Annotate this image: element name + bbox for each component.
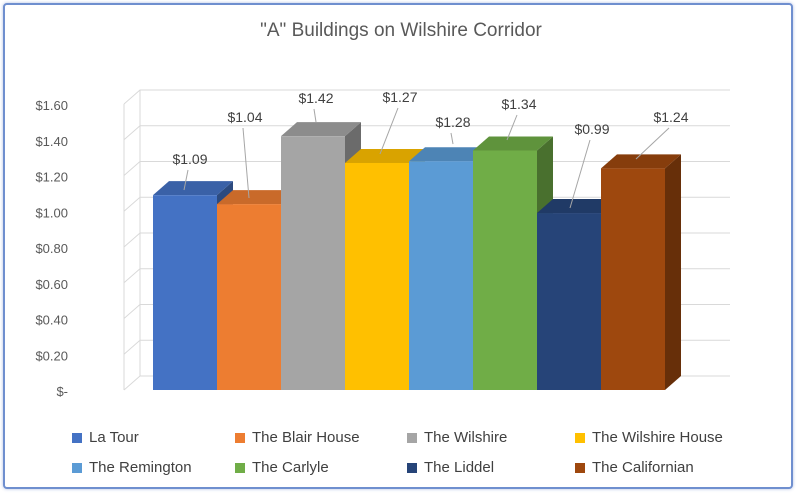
y-tick-label: $0.80 — [35, 241, 68, 256]
leader-line — [243, 128, 249, 198]
chart-title: "A" Buildings on Wilshire Corridor — [260, 20, 542, 41]
bar-side — [665, 154, 681, 390]
data-label: $1.04 — [227, 109, 262, 125]
y-axis-ticks: $- $0.20 $0.40 $0.60 $0.80 $1.00 $1.20 $1.40 $1.… — [35, 98, 68, 399]
data-label: $1.28 — [435, 114, 470, 130]
bar-front — [473, 150, 537, 390]
y-tick-label: $1.40 — [35, 134, 68, 149]
bar-front — [217, 204, 281, 390]
gridline — [124, 126, 730, 140]
data-label: $1.09 — [172, 151, 207, 167]
bar-front — [537, 213, 601, 390]
bar — [601, 154, 681, 390]
bar-front — [153, 195, 217, 390]
y-tick-label: $- — [56, 384, 68, 399]
gridline — [124, 90, 730, 104]
data-label: $0.99 — [574, 121, 609, 137]
y-tick-label: $0.20 — [35, 348, 68, 363]
bar-chart: "A" Buildings on Wilshire Corridor $- $0.… — [0, 0, 800, 496]
bar-front — [409, 161, 473, 390]
y-tick-label: $0.40 — [35, 313, 68, 328]
y-tick-label: $1.60 — [35, 98, 68, 113]
leader-line — [380, 108, 398, 154]
bar-front — [345, 163, 409, 390]
leader-line — [314, 109, 316, 122]
bar-front — [601, 168, 665, 390]
y-tick-label: $1.00 — [35, 205, 68, 220]
data-label: $1.24 — [653, 109, 688, 125]
data-label: $1.42 — [298, 90, 333, 106]
leader-line — [570, 140, 590, 208]
leader-line — [451, 133, 453, 144]
y-tick-label: $0.60 — [35, 277, 68, 292]
bars — [153, 122, 681, 390]
data-label: $1.27 — [382, 89, 417, 105]
data-label: $1.34 — [501, 96, 536, 112]
leader-line — [507, 115, 517, 140]
y-tick-label: $1.20 — [35, 170, 68, 185]
bar-front — [281, 136, 345, 390]
